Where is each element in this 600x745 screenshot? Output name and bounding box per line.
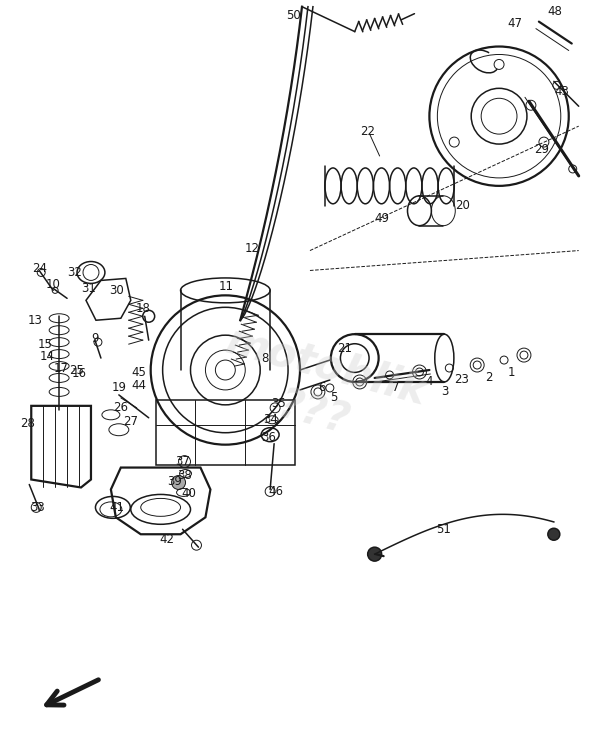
Text: 22: 22 <box>360 124 375 138</box>
Text: 17: 17 <box>53 361 68 375</box>
Text: 28: 28 <box>20 417 35 431</box>
Text: 47: 47 <box>508 17 523 30</box>
Text: 38: 38 <box>177 469 192 482</box>
Text: 11: 11 <box>219 280 234 293</box>
Text: 13: 13 <box>28 314 43 327</box>
Text: 23: 23 <box>454 373 469 387</box>
Text: 36: 36 <box>261 431 275 444</box>
Text: 24: 24 <box>32 262 47 275</box>
Text: 46: 46 <box>269 485 284 498</box>
Text: 27: 27 <box>123 415 138 428</box>
Text: 42: 42 <box>159 533 174 546</box>
Text: 34: 34 <box>263 413 278 426</box>
Text: 4: 4 <box>425 375 433 388</box>
Text: 45: 45 <box>131 366 146 378</box>
Text: 32: 32 <box>68 266 82 279</box>
Text: 20: 20 <box>455 199 470 212</box>
Text: 41: 41 <box>109 501 124 514</box>
Text: 51: 51 <box>436 523 451 536</box>
Text: 19: 19 <box>112 381 127 394</box>
Text: 2: 2 <box>485 372 493 384</box>
Text: 48: 48 <box>547 5 562 18</box>
Bar <box>155 400 295 465</box>
Text: motoblik
???: motoblik ??? <box>209 320 431 460</box>
Text: 29: 29 <box>535 142 550 156</box>
Text: 49: 49 <box>374 212 389 225</box>
Circle shape <box>548 528 560 540</box>
Text: 8: 8 <box>262 352 269 364</box>
Circle shape <box>172 475 185 489</box>
Text: 33: 33 <box>30 501 44 514</box>
Text: 9: 9 <box>91 332 99 345</box>
Text: 5: 5 <box>330 391 338 405</box>
Text: 15: 15 <box>38 337 53 351</box>
Text: 12: 12 <box>245 242 260 255</box>
Text: 37: 37 <box>175 455 190 468</box>
Text: 10: 10 <box>46 278 61 291</box>
Text: 18: 18 <box>135 302 150 315</box>
Text: 16: 16 <box>71 367 86 381</box>
Text: 39: 39 <box>167 475 182 488</box>
Text: 40: 40 <box>181 487 196 500</box>
Text: 35: 35 <box>271 397 286 410</box>
Text: 7: 7 <box>392 381 400 394</box>
Text: 50: 50 <box>286 9 301 22</box>
Text: 25: 25 <box>70 364 85 376</box>
Circle shape <box>368 547 382 561</box>
Text: 26: 26 <box>113 402 128 414</box>
Text: 43: 43 <box>554 85 569 98</box>
Text: 6: 6 <box>318 381 326 394</box>
Text: 1: 1 <box>507 366 515 378</box>
Text: 30: 30 <box>109 284 124 297</box>
Text: 3: 3 <box>442 385 449 399</box>
Text: 44: 44 <box>131 379 146 393</box>
Text: 21: 21 <box>337 342 352 355</box>
Text: 31: 31 <box>82 282 97 295</box>
Text: 14: 14 <box>40 349 55 363</box>
